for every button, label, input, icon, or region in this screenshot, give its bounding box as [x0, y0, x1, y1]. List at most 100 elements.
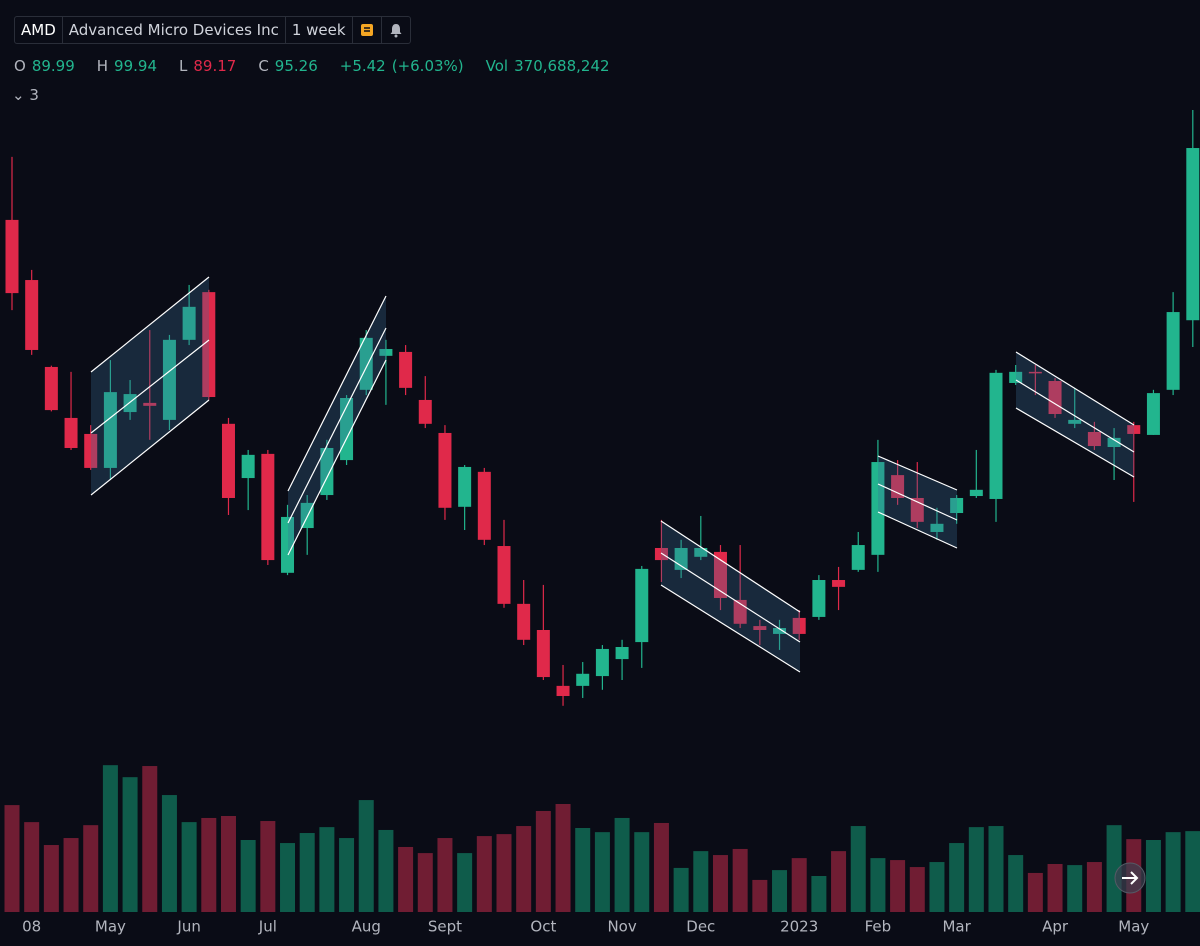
candle-body — [969, 489, 983, 497]
low-letter: L — [179, 57, 188, 75]
candle-body — [1186, 148, 1200, 321]
x-tick-label: 2023 — [780, 918, 818, 936]
volume-bar — [575, 828, 591, 912]
volume-bar — [358, 800, 374, 912]
candle-body — [1166, 312, 1180, 390]
volume-bar — [791, 858, 807, 912]
volume-bar — [516, 826, 532, 912]
change-pct: (+6.03%) — [391, 57, 464, 75]
candle-body — [123, 394, 137, 413]
candle-body — [1028, 371, 1042, 374]
volume-bar — [417, 853, 433, 912]
ohlc-legend: O 89.99 H 99.94 L 89.17 C 95.26 +5.42 (+… — [14, 57, 610, 75]
volume-bar — [299, 833, 315, 912]
volume-bar — [43, 845, 59, 912]
x-tick-label: 08 — [22, 918, 41, 936]
candle-body — [44, 366, 58, 411]
volume-bar — [260, 821, 276, 912]
close-value: 95.26 — [274, 57, 318, 75]
x-tick-label: May — [1118, 918, 1149, 936]
volume-bar — [220, 816, 236, 912]
x-tick-label: May — [95, 918, 126, 936]
volume-bar — [1185, 831, 1200, 912]
open-letter: O — [14, 57, 26, 75]
indicator-toggle[interactable]: ⌄ 3 — [12, 86, 39, 104]
candle-body — [851, 545, 865, 570]
volume-bar — [122, 777, 138, 912]
volume-bar — [732, 848, 748, 912]
volume-title: Vol — [485, 57, 509, 75]
candle-body — [517, 603, 531, 640]
volume-bar — [673, 867, 689, 912]
candle-body — [1068, 419, 1082, 424]
alert-icon[interactable] — [382, 17, 410, 43]
volume-bar — [1027, 872, 1043, 912]
volume-bar — [83, 825, 99, 912]
candle-body — [162, 339, 176, 420]
candle-body — [595, 648, 609, 677]
volume-bar — [909, 867, 925, 912]
candle-body — [418, 399, 432, 424]
candle-body — [458, 466, 472, 507]
notes-icon[interactable] — [353, 17, 382, 43]
candle-body — [359, 337, 373, 390]
volume-bar — [1086, 862, 1102, 912]
interval[interactable]: 1 week — [286, 17, 353, 43]
candle-body — [950, 497, 964, 514]
volume-value: 370,688,242 — [514, 57, 610, 75]
volume-bar — [437, 838, 453, 912]
candle-body — [143, 402, 157, 406]
volume-bar — [339, 838, 355, 912]
channel-drawings — [90, 276, 1135, 673]
candle-body — [1146, 393, 1160, 435]
symbol-legend: AMD Advanced Micro Devices Inc 1 week — [14, 16, 411, 44]
volume-bar — [1165, 832, 1181, 912]
x-tick-label: Jul — [258, 918, 277, 936]
x-tick-label: Dec — [686, 918, 715, 936]
candle-body — [773, 628, 787, 634]
candle-body — [576, 673, 590, 686]
volume-bar — [772, 870, 788, 912]
volume-bar — [929, 862, 945, 912]
candle-body — [25, 280, 39, 350]
candle-body — [930, 523, 944, 532]
volume-bar — [1067, 865, 1083, 912]
candle-body — [891, 475, 905, 498]
time-axis: 08 May Jun Jul Aug Sept Oct Nov Dec 2023 Feb Mar Apr… — [22, 918, 1149, 936]
volume-bar — [378, 829, 394, 912]
volume-bar — [890, 860, 906, 912]
candle-body — [1127, 425, 1141, 434]
scroll-button[interactable] — [1114, 862, 1146, 894]
change: +5.42 — [339, 57, 386, 75]
candle-body — [261, 453, 275, 561]
candle-body — [694, 547, 708, 557]
close-letter: C — [258, 57, 269, 75]
x-tick-label: Oct — [530, 918, 556, 936]
volume-bar — [949, 843, 965, 912]
x-tick-label: Nov — [607, 918, 636, 936]
symbol[interactable]: AMD — [15, 17, 63, 43]
high-letter: H — [96, 57, 109, 75]
volume-bar — [850, 826, 866, 912]
volume-bar — [1106, 825, 1122, 912]
volume-bar — [476, 836, 492, 912]
candle-body — [1107, 437, 1121, 448]
x-tick-label: Mar — [942, 918, 971, 936]
volume-bar — [594, 832, 610, 912]
candle-body — [438, 432, 452, 508]
candle-body — [832, 580, 846, 587]
candle-body — [536, 630, 550, 678]
volume-bar — [831, 851, 847, 912]
candle-body — [792, 617, 806, 634]
symbol-name: Advanced Micro Devices Inc — [63, 17, 286, 43]
volume-bar — [201, 817, 217, 912]
volume-bar — [811, 876, 827, 912]
volume-bar — [280, 843, 296, 912]
candle-body — [379, 348, 393, 356]
x-tick-label: Jun — [176, 918, 200, 936]
candle-body — [615, 646, 629, 660]
volume-bar — [161, 795, 177, 912]
candle-body — [84, 433, 98, 468]
